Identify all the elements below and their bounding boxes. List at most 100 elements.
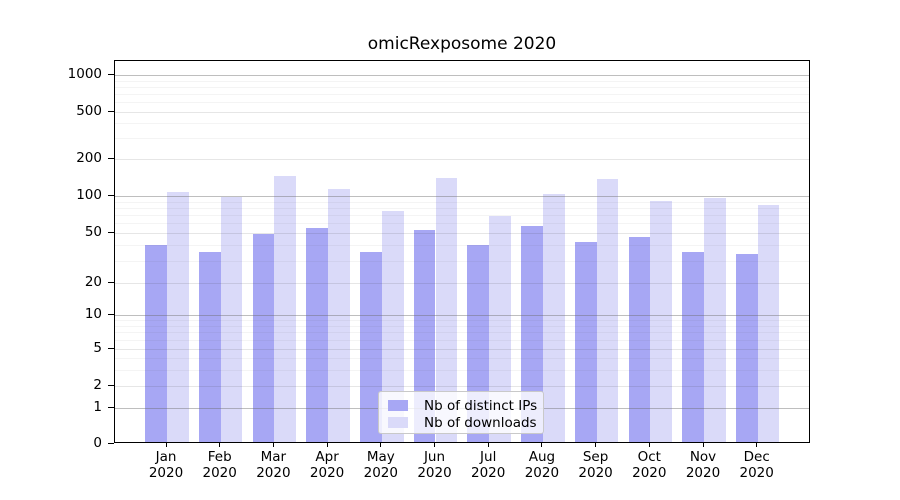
bar-downloads-aug (542, 194, 565, 442)
gridline-minor-700 (115, 94, 809, 96)
gridline-50 (115, 233, 809, 234)
x-tick-label-may: May 2020 (349, 449, 413, 481)
gridline-minor-40 (115, 245, 809, 247)
legend: Nb of distinct IPs Nb of downloads (378, 391, 544, 434)
gridline-minor-60 (115, 223, 809, 225)
x-tick-label-jan: Jan 2020 (134, 449, 198, 481)
x-tick-label-nov: Nov 2020 (671, 449, 735, 481)
x-tick-label-oct: Oct 2020 (617, 449, 681, 481)
gridline-minor-30 (115, 260, 809, 262)
bar-distinct-ips-may (360, 252, 382, 442)
bar-downloads-apr (328, 188, 350, 442)
x-tick-mark-apr (326, 443, 328, 447)
gridline-100 (115, 196, 809, 197)
x-tick-label-apr: Apr 2020 (295, 449, 359, 481)
gridline-minor-600 (115, 102, 809, 104)
bar-distinct-ips-feb (198, 252, 221, 442)
x-tick-mark-dec (756, 443, 758, 447)
bar-distinct-ips-jun (413, 229, 436, 442)
x-tick-month: Oct (637, 449, 661, 465)
bar-distinct-ips-apr (306, 227, 329, 442)
x-tick-month: Dec (743, 449, 770, 465)
x-tick-month: Aug (528, 449, 556, 465)
legend-swatch-downloads (388, 417, 408, 428)
gridline-minor-80 (115, 207, 809, 209)
x-tick-year: 2020 (309, 464, 345, 481)
gridline-minor-4 (115, 358, 809, 359)
bar-distinct-ips-jan (145, 244, 167, 442)
bar-downloads-may (381, 210, 404, 442)
legend-item-downloads: Nb of downloads (388, 414, 537, 431)
x-tick-year: 2020 (685, 464, 721, 481)
x-tick-month: Jun (423, 449, 446, 465)
x-tick-mark-oct (648, 443, 650, 447)
x-tick-year: 2020 (417, 464, 452, 481)
x-tick-year: 2020 (524, 464, 560, 481)
gridline-minor-9 (115, 320, 809, 322)
gridline-minor-8 (115, 325, 809, 327)
bar-downloads-sep (596, 179, 619, 442)
gridline-1000 (115, 75, 809, 76)
gridline-20 (115, 283, 809, 284)
y-tick-mark-1 (108, 406, 114, 408)
x-tick-month: Jan (155, 449, 177, 465)
bar-downloads-dec (757, 204, 780, 442)
y-tick-mark-1000 (108, 73, 114, 75)
y-tick-mark-200 (108, 157, 114, 159)
x-tick-label-aug: Aug 2020 (510, 449, 574, 481)
x-tick-year: 2020 (363, 464, 398, 481)
y-tick-mark-100 (108, 194, 114, 196)
bar-distinct-ips-sep (574, 241, 597, 442)
bar-downloads-jan (167, 191, 189, 442)
legend-label-distinct-ips: Nb of distinct IPs (424, 397, 538, 414)
plot-area (114, 60, 810, 443)
bar-downloads-jul (489, 216, 511, 442)
y-tick-label-50: 50 (84, 224, 102, 240)
y-tick-label-10: 10 (84, 306, 102, 322)
bar-distinct-ips-mar (252, 234, 275, 442)
legend-item-distinct-ips: Nb of distinct IPs (388, 397, 538, 414)
x-tick-label-jun: Jun 2020 (403, 449, 467, 481)
bar-distinct-ips-dec (735, 253, 758, 442)
gridline-200 (115, 159, 809, 160)
x-tick-mark-jul (487, 443, 489, 447)
x-tick-month: May (366, 449, 395, 465)
gridline-minor-70 (115, 215, 809, 217)
y-tick-label-200: 200 (76, 150, 102, 166)
bar-downloads-oct (650, 201, 673, 442)
x-tick-month: Feb (207, 449, 232, 465)
chart-title: omicRexposome 2020 (367, 34, 557, 54)
x-tick-year: 2020 (471, 464, 506, 481)
y-tick-mark-20 (108, 281, 114, 283)
gridline-minor-400 (115, 123, 809, 125)
gridline-2 (115, 386, 809, 387)
x-tick-label-feb: Feb 2020 (188, 449, 252, 481)
x-tick-label-mar: Mar 2020 (241, 449, 305, 481)
x-tick-mark-sep (595, 443, 597, 447)
bar-distinct-ips-oct (628, 236, 651, 442)
y-tick-label-2: 2 (93, 377, 102, 393)
bar-downloads-mar (274, 175, 297, 442)
gridline-500 (115, 112, 809, 113)
bar-downloads-jun (435, 177, 458, 442)
x-tick-mark-may (380, 443, 382, 447)
bar-distinct-ips-nov (682, 252, 704, 442)
x-tick-mark-jun (434, 443, 435, 447)
gridline-minor-90 (115, 201, 809, 203)
x-tick-year: 2020 (578, 464, 613, 481)
x-tick-label-jul: Jul 2020 (456, 449, 520, 481)
x-tick-year: 2020 (256, 464, 291, 481)
y-tick-label-5: 5 (93, 340, 102, 356)
y-tick-label-500: 500 (76, 103, 102, 119)
gridline-minor-800 (115, 86, 809, 88)
x-tick-year: 2020 (632, 464, 667, 481)
x-tick-label-sep: Sep 2020 (564, 449, 628, 481)
x-tick-month: Sep (582, 449, 609, 465)
y-tick-mark-10 (108, 313, 114, 315)
gridline-minor-300 (115, 138, 809, 140)
x-tick-year: 2020 (739, 464, 774, 481)
y-tick-mark-0 (108, 442, 114, 444)
y-tick-label-1000: 1000 (67, 66, 102, 82)
y-tick-label-20: 20 (84, 274, 102, 290)
